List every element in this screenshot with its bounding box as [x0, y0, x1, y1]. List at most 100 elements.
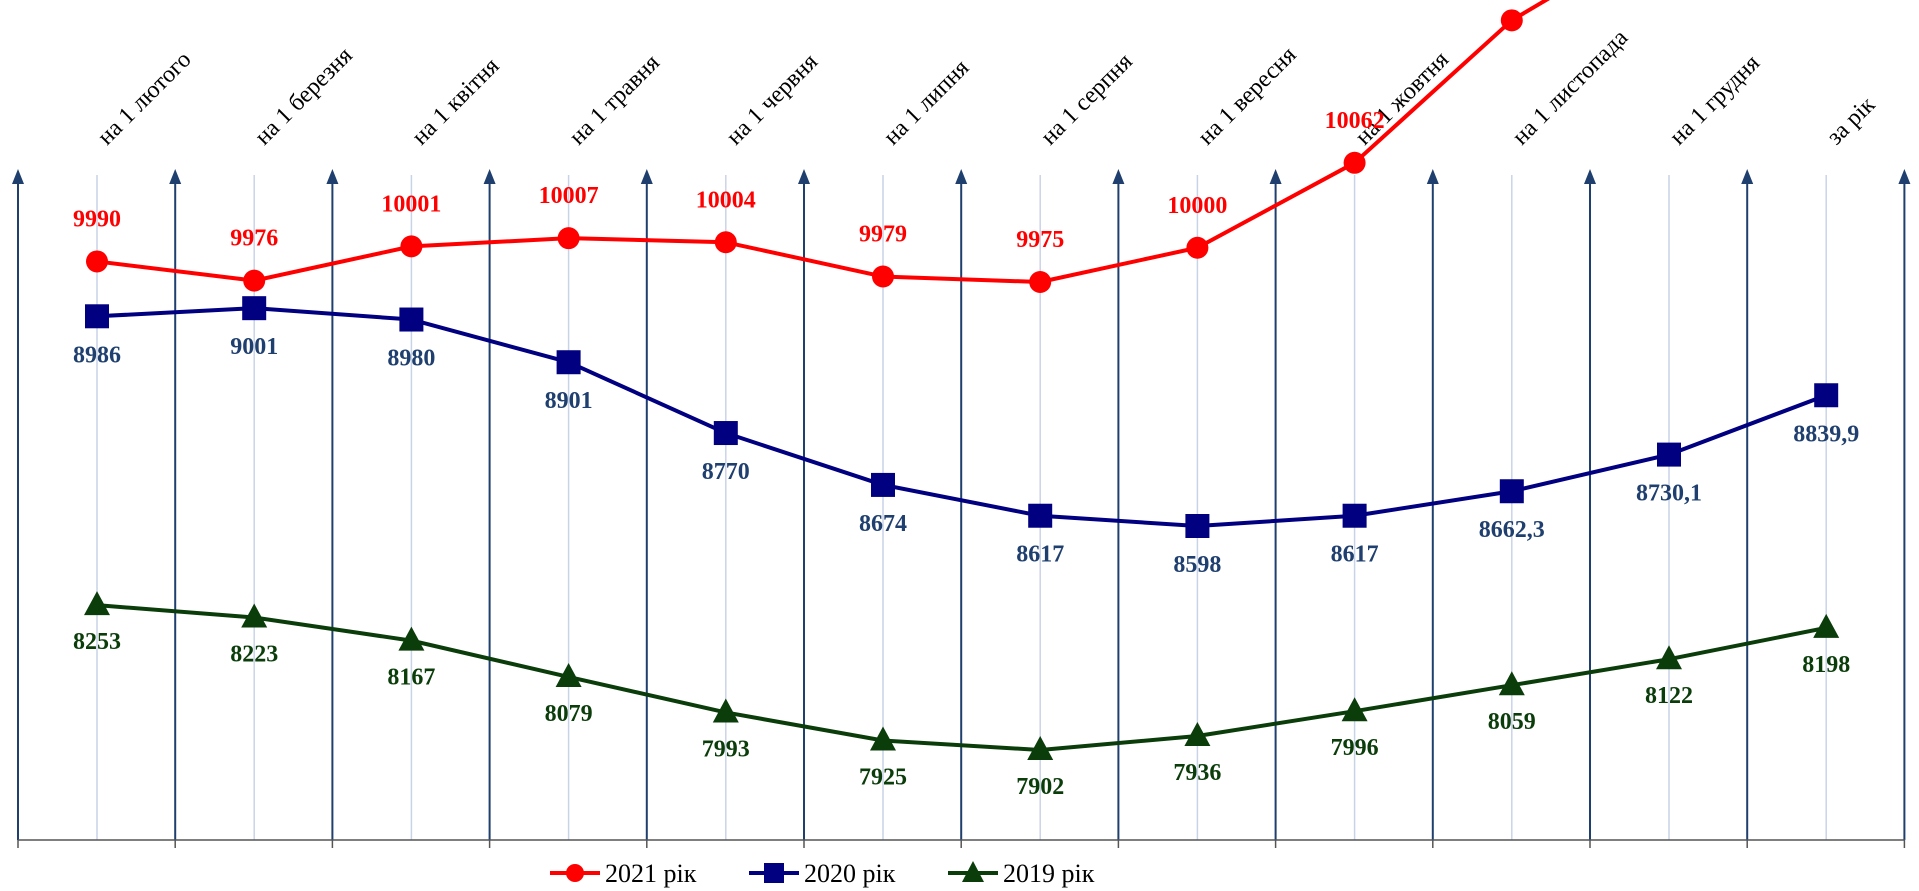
- category-label: на 1 серпня: [1036, 49, 1138, 151]
- data-label: 10000: [1167, 193, 1227, 219]
- data-point: [84, 591, 110, 616]
- data-point: [714, 231, 737, 254]
- data-label: 8598: [1173, 552, 1221, 578]
- category-label: за рік: [1822, 92, 1881, 151]
- series-1: 8986 9001 8980 8901 8770 8674 8617 8598 8617 8662…: [73, 296, 1859, 578]
- category-label: на 1 вересня: [1193, 42, 1301, 150]
- data-point: [1184, 721, 1211, 746]
- data-label: 8059: [1488, 709, 1536, 735]
- data-label: 7936: [1173, 760, 1221, 786]
- data-point: [557, 227, 580, 250]
- data-label: 7902: [1016, 774, 1064, 800]
- data-point: [1028, 503, 1053, 528]
- axis-arrowhead: [326, 169, 339, 184]
- data-label: 9976: [230, 226, 278, 252]
- axis-arrowhead: [1426, 169, 1439, 184]
- data-point: [870, 726, 896, 751]
- legend-label: 2021 рік: [605, 859, 697, 888]
- axis-arrowhead: [1269, 169, 1282, 184]
- x-axis-ticks: [17, 840, 1906, 848]
- data-point: [400, 235, 423, 258]
- data-label: 9990: [73, 206, 121, 232]
- data-point: [871, 472, 895, 497]
- data-point: [399, 307, 424, 332]
- series-line: [96, 603, 1827, 752]
- axis-arrowhead: [1112, 169, 1125, 184]
- axis-arrowhead: [1741, 169, 1754, 184]
- data-point: [242, 296, 267, 321]
- data-label: 8198: [1802, 652, 1850, 678]
- data-label: 10007: [539, 183, 599, 209]
- data-label: 8980: [387, 346, 435, 372]
- data-point: [1498, 671, 1525, 696]
- data-label: 8730,1: [1636, 481, 1702, 507]
- data-label: 8079: [545, 701, 593, 727]
- data-label: 8223: [230, 642, 278, 668]
- data-label: 9979: [859, 222, 907, 248]
- data-label: 8839,9: [1793, 421, 1859, 447]
- series-2: 8253 8223 8167 8079 7993 7925 7902 7936 7996 8059…: [73, 591, 1850, 800]
- category-label: на 1 квітня: [407, 53, 504, 150]
- axis-arrowhead: [1584, 169, 1596, 184]
- series-line: [96, 306, 1827, 528]
- data-label: 7993: [702, 736, 750, 762]
- data-point: [1341, 697, 1368, 722]
- data-label: 8253: [73, 629, 121, 655]
- data-point: [1657, 442, 1681, 467]
- data-label: 8901: [545, 388, 593, 414]
- data-label: 8986: [73, 342, 121, 368]
- category-label: на 1 листопада: [1508, 24, 1634, 150]
- data-point: [1813, 613, 1840, 638]
- series: 9990 9976 10001 10007 10004 9979 9975 10000 1006…: [73, 0, 1859, 800]
- data-point: [712, 698, 739, 723]
- data-point: [1500, 9, 1523, 32]
- data-point: [713, 421, 738, 446]
- data-label: 8167: [387, 665, 435, 691]
- axis-arrows: [12, 169, 1911, 840]
- data-label: 8617: [1331, 542, 1379, 568]
- data-label: 9001: [230, 334, 278, 360]
- axis-arrowhead: [12, 169, 24, 184]
- axis-arrowhead: [1898, 169, 1911, 184]
- data-label: 8662,3: [1479, 517, 1545, 543]
- data-point: [86, 250, 108, 273]
- legend: 2021 рік 2020 рік 2019 рік: [550, 859, 1095, 888]
- data-point: [1499, 479, 1524, 504]
- category-label: на 1 лютого: [93, 47, 197, 151]
- data-point: [241, 603, 268, 628]
- data-label: 10062: [1325, 108, 1385, 134]
- series-line: [96, 0, 1551, 284]
- data-point: [1342, 503, 1367, 528]
- legend-item: 2019 рік: [948, 859, 1095, 888]
- category-label: на 1 червня: [722, 49, 823, 150]
- axis-arrowhead: [640, 169, 653, 184]
- category-label: на 1 липня: [879, 55, 974, 150]
- axis-arrowhead: [483, 169, 496, 184]
- axis-arrowhead: [169, 169, 182, 184]
- category-label: на 1 березня: [250, 43, 358, 151]
- data-point: [1343, 151, 1366, 174]
- data-label: 7925: [859, 765, 907, 791]
- data-label: 8617: [1016, 542, 1064, 568]
- data-label: 7996: [1331, 735, 1379, 761]
- data-point: [85, 304, 109, 329]
- data-point: [1186, 236, 1209, 259]
- data-point: [1814, 383, 1839, 408]
- data-point: [1029, 271, 1052, 293]
- series-0: 9990 9976 10001 10007 10004 9979 9975 10000 1006…: [73, 0, 1551, 293]
- data-point: [398, 626, 425, 651]
- category-label: на 1 жовтня: [1350, 47, 1454, 151]
- data-point: [1027, 736, 1054, 760]
- data-label: 10001: [381, 191, 441, 217]
- legend-label: 2020 рік: [804, 859, 896, 888]
- data-point: [1185, 514, 1210, 538]
- data-label: 10004: [696, 187, 756, 213]
- data-point: [1656, 645, 1682, 670]
- data-point: [555, 662, 582, 687]
- category-label: на 1 грудня: [1665, 50, 1765, 150]
- data-point: [243, 269, 266, 292]
- legend-marker: [764, 863, 784, 883]
- data-label: 8122: [1645, 683, 1693, 709]
- data-label: 8770: [702, 459, 750, 485]
